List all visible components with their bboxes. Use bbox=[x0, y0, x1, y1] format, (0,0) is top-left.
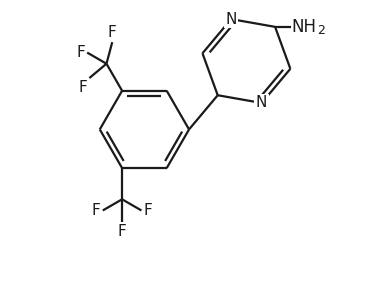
Text: F: F bbox=[79, 80, 87, 95]
Text: F: F bbox=[108, 25, 116, 40]
Text: F: F bbox=[76, 45, 85, 60]
Text: NH: NH bbox=[292, 18, 317, 36]
Text: N: N bbox=[256, 95, 267, 111]
Text: F: F bbox=[92, 203, 101, 218]
Text: F: F bbox=[118, 224, 127, 239]
Text: N: N bbox=[226, 12, 237, 27]
Text: F: F bbox=[144, 203, 152, 218]
Text: 2: 2 bbox=[317, 25, 325, 37]
